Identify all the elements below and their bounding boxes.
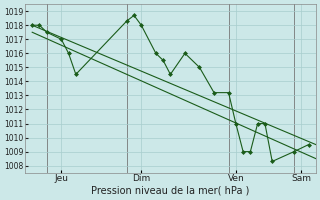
X-axis label: Pression niveau de la mer( hPa ): Pression niveau de la mer( hPa ) bbox=[91, 186, 250, 196]
